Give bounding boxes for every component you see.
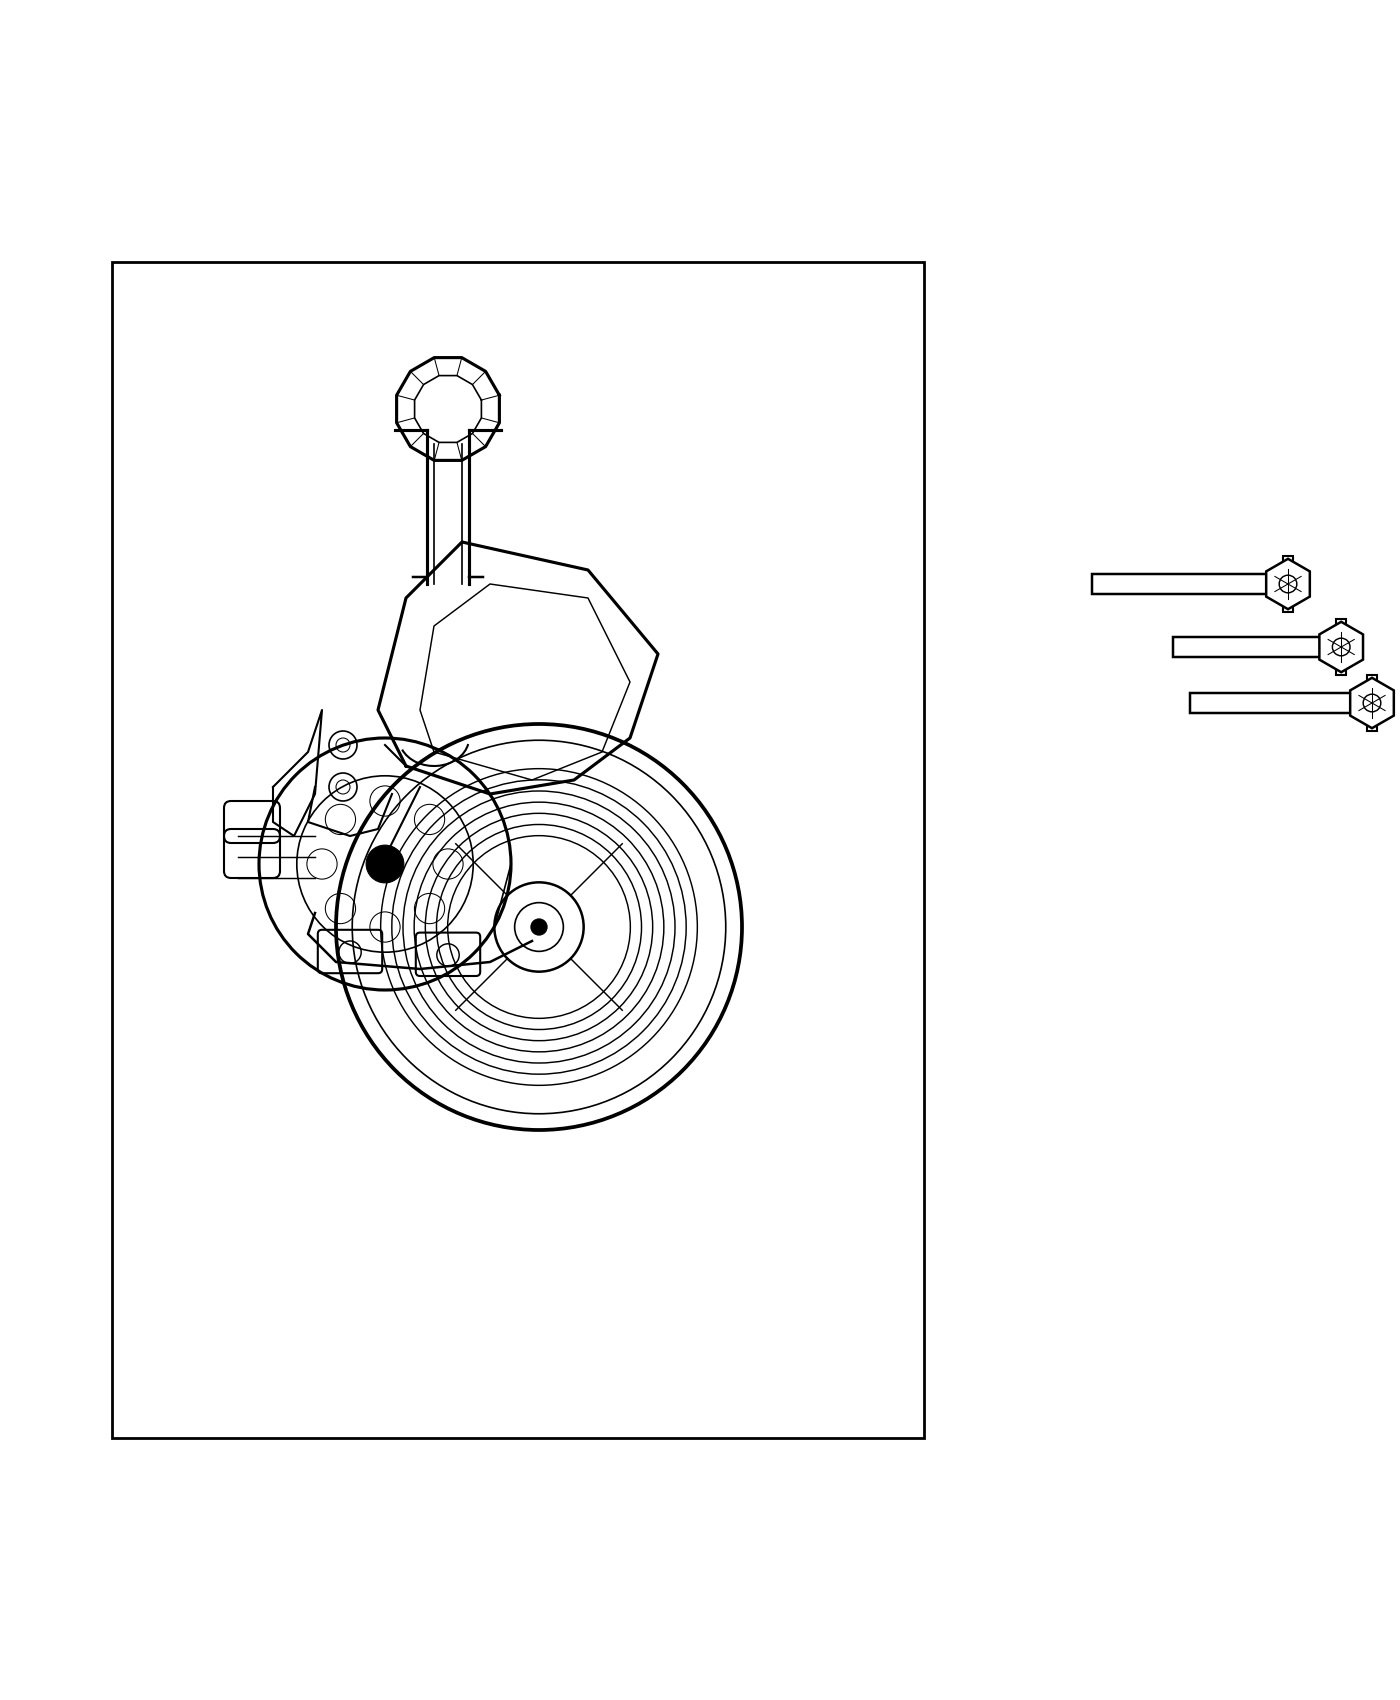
Polygon shape [1350, 678, 1394, 728]
Bar [1282, 556, 1294, 612]
Bar [1336, 619, 1347, 675]
Bar [1173, 638, 1341, 656]
Bar [112, 262, 924, 1438]
Bar [1366, 675, 1378, 731]
Bar [1190, 694, 1372, 712]
Bar [1092, 575, 1288, 593]
Circle shape [367, 845, 405, 882]
Polygon shape [1319, 622, 1364, 672]
Circle shape [531, 920, 547, 935]
Polygon shape [1266, 559, 1310, 609]
